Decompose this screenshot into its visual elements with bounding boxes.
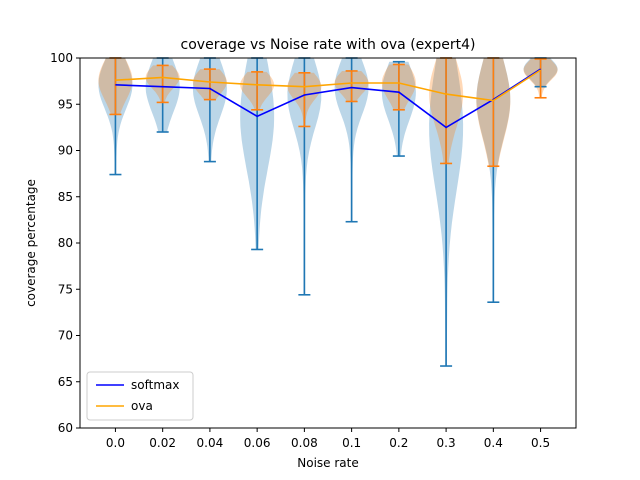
y-tick-label: 60 [58,421,73,435]
y-tick-label: 75 [58,282,73,296]
y-tick-label: 85 [58,190,73,204]
y-tick-label: 70 [58,329,73,343]
x-tick-label: 0.06 [244,436,271,450]
x-tick-label: 0.2 [389,436,408,450]
x-tick-label: 0.0 [106,436,125,450]
series-line-softmax [115,68,542,129]
x-axis-ticks: 0.0 0.02 0.04 0.06 0.08 0.1 0.2 0.3 0.4 0.5 [106,428,550,450]
x-tick-label: 0.4 [484,436,503,450]
y-tick-label: 65 [58,375,73,389]
x-tick-label: 0.02 [149,436,176,450]
x-tick-label: 0.3 [437,436,456,450]
legend: softmax ova [86,371,194,421]
legend-label-ova: ova [131,399,153,413]
series-line-ova [115,69,542,102]
x-tick-label: 0.1 [342,436,361,450]
legend-box [86,371,194,421]
x-tick-label: 0.04 [197,436,224,450]
x-axis-label: Noise rate [297,456,358,470]
chart-title: coverage vs Noise rate with ova (expert4… [181,37,476,53]
x-tick-label: 0.5 [531,436,550,450]
violin-layer [98,58,558,366]
x-tick-label: 0.08 [291,436,318,450]
legend-label-softmax: softmax [131,378,179,392]
y-tick-label: 80 [58,236,73,250]
y-tick-label: 90 [58,144,73,158]
line-layer [115,68,542,129]
y-axis-ticks: 60 65 70 75 80 85 90 95 100 [50,51,80,435]
y-tick-label: 95 [58,97,73,111]
y-axis-label: coverage percentage [24,179,38,307]
y-tick-label: 100 [50,51,73,65]
